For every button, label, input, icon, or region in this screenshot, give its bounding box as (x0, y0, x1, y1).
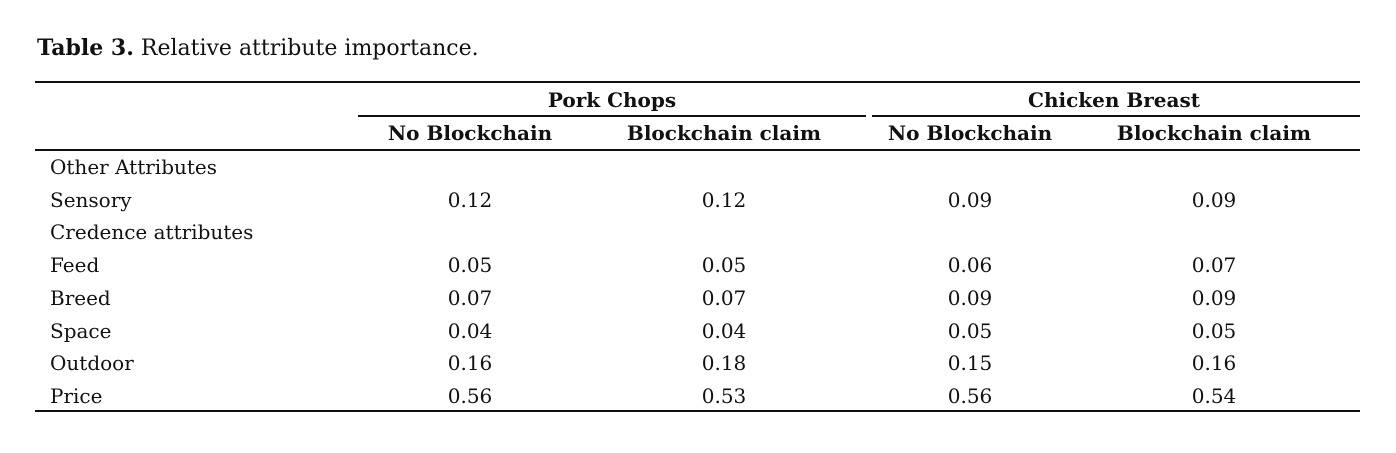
cell-value: 0.07 (447, 285, 493, 310)
cell-value: 0.04 (447, 318, 493, 343)
cell-value: 0.16 (1191, 351, 1237, 376)
cell-value: 0.09 (947, 187, 993, 212)
cell-value: 0.15 (947, 351, 993, 376)
cell-value: 0.07 (701, 285, 747, 310)
row-label: Breed (50, 285, 111, 310)
section-label: Credence attributes (50, 220, 254, 245)
table-caption: Table 3. Relative attribute importance. (37, 34, 479, 63)
cell-value: 0.04 (701, 318, 747, 343)
cell-value: 0.07 (1191, 253, 1237, 278)
top-rule (35, 81, 1360, 83)
row-label: Outdoor (50, 351, 134, 376)
header-rule (35, 149, 1360, 151)
caption-text: Relative attribute importance. (140, 36, 479, 61)
row-label: Sensory (50, 187, 132, 212)
column-header: No Blockchain (387, 121, 553, 145)
group-rule (358, 115, 866, 117)
group-header: Pork Chops (547, 88, 677, 112)
section-label: Other Attributes (50, 155, 218, 179)
cell-value: 0.06 (947, 253, 993, 278)
cell-value: 0.54 (1191, 383, 1237, 408)
cell-value: 0.09 (1191, 285, 1237, 310)
cell-value: 0.05 (701, 253, 747, 278)
bottom-rule (35, 410, 1360, 412)
cell-value: 0.18 (701, 351, 747, 376)
cell-value: 0.53 (701, 383, 747, 408)
cell-value: 0.09 (1191, 187, 1237, 212)
group-rule (872, 115, 1360, 117)
cell-value: 0.12 (701, 187, 747, 212)
cell-value: 0.12 (447, 187, 493, 212)
cell-value: 0.05 (447, 253, 493, 278)
caption-label: Table 3. (37, 35, 134, 61)
cell-value: 0.05 (947, 318, 993, 343)
cell-value: 0.05 (1191, 318, 1237, 343)
row-label: Feed (50, 253, 100, 278)
row-label: Price (50, 383, 103, 408)
row-label: Space (50, 318, 112, 343)
column-header: Blockchain claim (1116, 121, 1312, 145)
cell-value: 0.56 (447, 383, 493, 408)
cell-value: 0.16 (447, 351, 493, 376)
column-header: Blockchain claim (626, 121, 822, 145)
column-header: No Blockchain (887, 121, 1053, 145)
cell-value: 0.56 (947, 383, 993, 408)
group-header: Chicken Breast (1028, 88, 1200, 112)
cell-value: 0.09 (947, 285, 993, 310)
